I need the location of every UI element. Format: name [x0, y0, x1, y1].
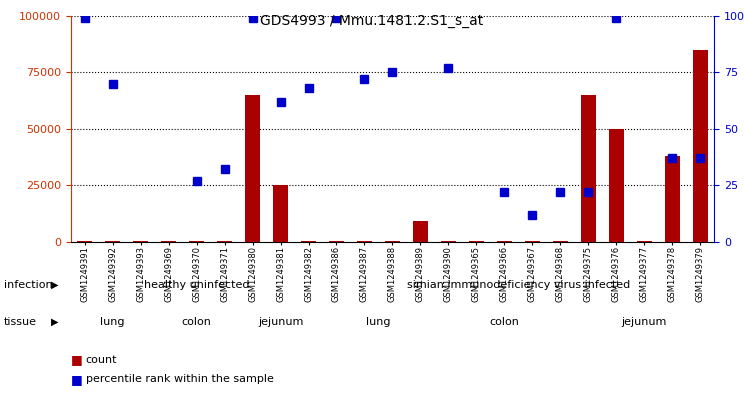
Bar: [273, 185, 288, 242]
Text: jejunum: jejunum: [258, 317, 304, 327]
Text: ■: ■: [71, 353, 83, 366]
Bar: [329, 241, 344, 242]
Bar: [664, 156, 680, 242]
Text: healthy uninfected: healthy uninfected: [144, 280, 249, 290]
Text: ▶: ▶: [51, 280, 58, 290]
Bar: [189, 241, 205, 242]
Bar: [301, 241, 316, 242]
Bar: [553, 241, 568, 242]
Bar: [497, 241, 512, 242]
Text: infection: infection: [4, 280, 52, 290]
Bar: [161, 241, 176, 242]
Text: GDS4993 / Mmu.1481.2.S1_s_at: GDS4993 / Mmu.1481.2.S1_s_at: [260, 14, 484, 28]
Text: percentile rank within the sample: percentile rank within the sample: [86, 374, 274, 384]
Text: lung: lung: [366, 317, 391, 327]
Bar: [245, 95, 260, 242]
Bar: [637, 241, 652, 242]
Bar: [357, 241, 372, 242]
Text: colon: colon: [182, 317, 211, 327]
Bar: [217, 241, 232, 242]
Text: simian immunodeficiency virus infected: simian immunodeficiency virus infected: [407, 280, 630, 290]
Bar: [525, 241, 540, 242]
Bar: [77, 241, 92, 242]
Bar: [469, 241, 484, 242]
Text: jejunum: jejunum: [621, 317, 667, 327]
Text: ▶: ▶: [51, 317, 58, 327]
Bar: [385, 241, 400, 242]
Bar: [413, 221, 428, 242]
Bar: [609, 129, 624, 242]
Bar: [133, 241, 148, 242]
Bar: [580, 95, 596, 242]
Bar: [440, 241, 456, 242]
Bar: [105, 241, 121, 242]
Text: tissue: tissue: [4, 317, 36, 327]
Bar: [693, 50, 708, 242]
Text: colon: colon: [490, 317, 519, 327]
Text: ■: ■: [71, 373, 83, 386]
Text: count: count: [86, 354, 117, 365]
Text: lung: lung: [100, 317, 125, 327]
